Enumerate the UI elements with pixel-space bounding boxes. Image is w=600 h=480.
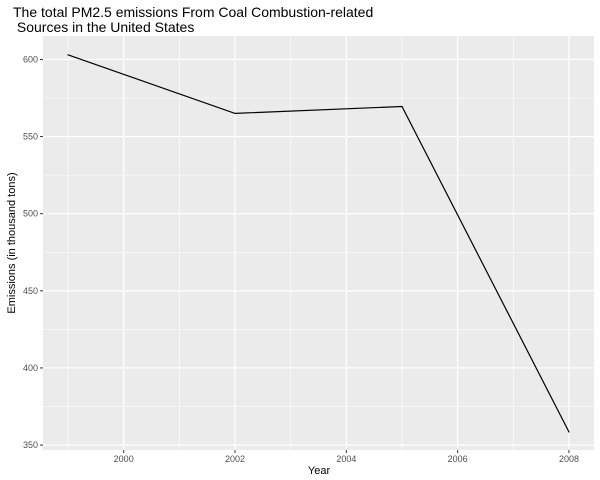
y-tick-label: 600	[23, 54, 38, 64]
y-tick-label: 450	[23, 286, 38, 296]
emissions-series-line	[67, 54, 570, 433]
series-vertices	[67, 54, 570, 433]
y-tick-label: 400	[23, 363, 38, 373]
chart-title-line-1: The total PM2.5 emissions From Coal Comb…	[13, 4, 373, 20]
y-axis-title: Emissions (in thousand tons)	[6, 172, 18, 313]
x-tick-label: 2008	[559, 454, 579, 464]
x-tick-label: 2002	[225, 454, 245, 464]
x-axis-title: Year	[308, 465, 331, 477]
chart-title-line-2: Sources in the United States	[13, 19, 194, 35]
y-tick-label: 550	[23, 132, 38, 142]
x-tick-label: 2006	[448, 454, 468, 464]
y-axis-ticks: 350 400 450 500 550 600	[23, 54, 43, 450]
major-gridlines	[43, 36, 594, 450]
y-tick-label: 350	[23, 440, 38, 450]
data-point	[67, 54, 69, 56]
data-point	[234, 112, 236, 115]
y-tick-label: 500	[23, 209, 38, 219]
x-tick-label: 2004	[336, 454, 356, 464]
x-axis-ticks: 2000 2002 2004 2006 2008	[114, 450, 579, 464]
plot-panel	[43, 36, 594, 450]
x-tick-label: 2000	[114, 454, 134, 464]
data-point	[401, 105, 403, 108]
minor-gridlines	[43, 36, 594, 450]
data-point	[568, 431, 570, 433]
